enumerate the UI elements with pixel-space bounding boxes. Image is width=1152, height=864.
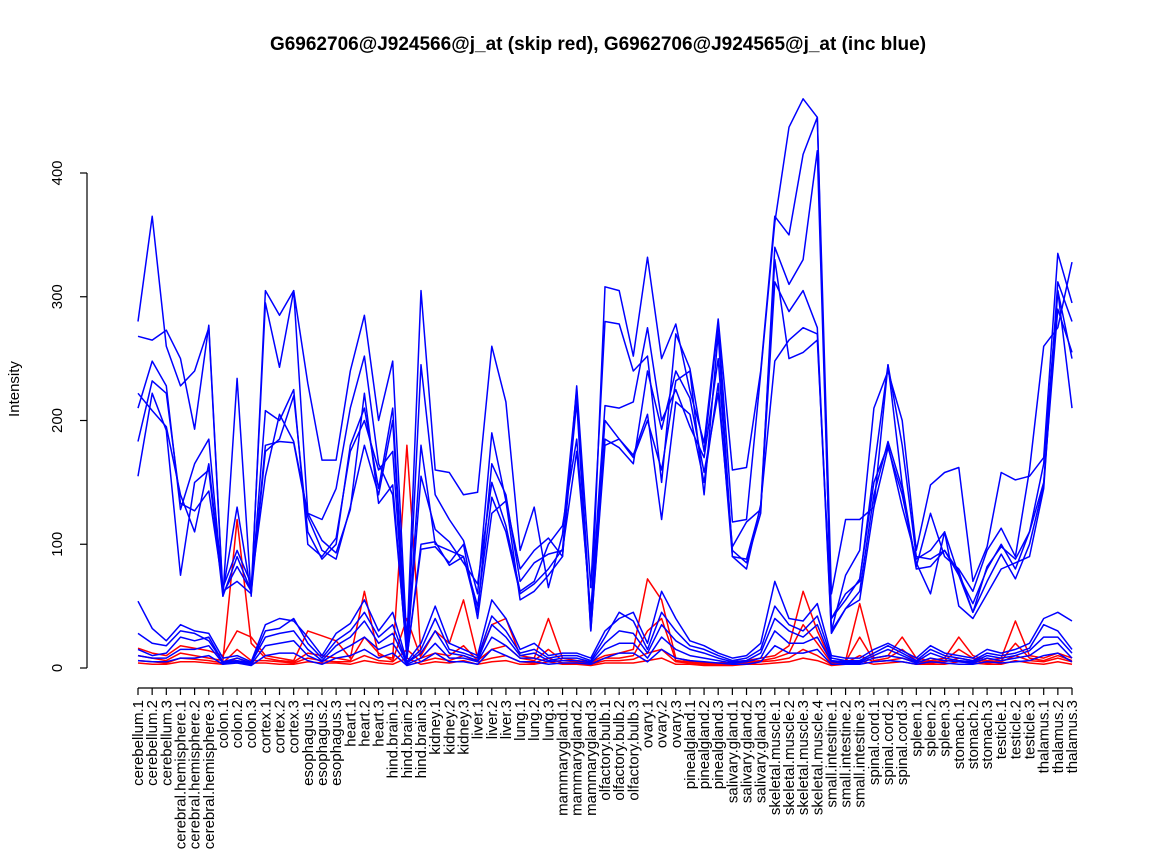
y-axis-label: Intensity <box>6 361 23 417</box>
x-tick-label: colon.1 <box>215 700 232 748</box>
series-line-14 <box>137 644 1073 667</box>
x-tick-label: cortex.1 <box>257 700 274 753</box>
x-tick-label: liver.1 <box>470 700 487 739</box>
x-tick-label: cerebral.hemisphere.2 <box>187 700 204 849</box>
x-tick-label: pinealgland.2 <box>696 700 713 789</box>
x-tick-label: liver.3 <box>498 700 515 739</box>
x-tick-label: ovary.1 <box>639 700 656 748</box>
series-line-12 <box>137 617 1073 664</box>
x-tick-label: stomach.3 <box>979 700 996 769</box>
series-line-10 <box>137 580 1073 663</box>
x-tick-label: kidney.2 <box>441 700 458 755</box>
x-tick-label: cortex.3 <box>286 700 303 753</box>
x-tick-label: salivary.gland.1 <box>724 700 741 803</box>
y-tick-label: 400 <box>49 160 66 185</box>
x-tick-label: cerebellum.3 <box>158 700 175 786</box>
x-tick-label: lung.2 <box>526 700 543 741</box>
x-tick-label: cerebral.hemisphere.3 <box>201 700 218 849</box>
x-tick-label: kidney.1 <box>427 700 444 755</box>
x-tick-label: hind.brain.1 <box>385 700 402 778</box>
x-tick-label: heart.3 <box>371 700 388 747</box>
x-tick-label: salivary.gland.3 <box>753 700 770 803</box>
x-tick-label: cerebellum.2 <box>144 700 161 786</box>
x-tick-label: thalamus.3 <box>1064 700 1081 773</box>
x-tick-label: skeletal.muscle.3 <box>795 700 812 815</box>
x-tick-label: stomach.2 <box>965 700 982 769</box>
x-tick-label: cortex.2 <box>272 700 289 753</box>
x-tick-label: thalamus.1 <box>1036 700 1053 773</box>
x-tick-label: esophagus.2 <box>314 700 331 786</box>
x-tick-label: liver.2 <box>484 700 501 739</box>
x-tick-label: testicle.2 <box>1007 700 1024 759</box>
x-tick-label: skeletal.muscle.4 <box>809 700 826 815</box>
y-axis: 0 100 200 300 400 <box>49 160 88 672</box>
x-tick-label: spleen.1 <box>908 700 925 757</box>
x-tick-label: spleen.2 <box>922 700 939 757</box>
x-tick-label: lung.3 <box>540 700 557 741</box>
x-tick-label: thalamus.2 <box>1050 700 1067 773</box>
x-tick-label: mammarygland.3 <box>583 700 600 816</box>
x-tick-label: mammarygland.1 <box>555 700 572 816</box>
x-tick-label: small.intestine.1 <box>823 700 840 808</box>
x-tick-label: spinal.cord.3 <box>894 700 911 785</box>
y-tick-label: 200 <box>49 408 66 433</box>
series-line-13 <box>137 630 1073 666</box>
y-tick-label: 0 <box>49 664 66 672</box>
series-line-5 <box>137 98 1073 654</box>
x-tick-label: small.intestine.2 <box>838 700 855 808</box>
x-tick-label: colon.2 <box>229 700 246 748</box>
y-tick-label: 100 <box>49 532 66 557</box>
x-tick-label: hind.brain.3 <box>413 700 430 778</box>
x-tick-label: pinealgland.1 <box>682 700 699 789</box>
x-tick-label: spinal.cord.2 <box>880 700 897 785</box>
x-tick-label: testicle.1 <box>993 700 1010 759</box>
x-tick-label: hind.brain.2 <box>399 700 416 778</box>
x-tick-label: spleen.3 <box>937 700 954 757</box>
x-tick-label: kidney.3 <box>455 700 472 755</box>
x-tick-label: olfactory.bulb.1 <box>597 700 614 801</box>
x-tick-label: stomach.1 <box>951 700 968 769</box>
x-tick-label: cerebral.hemisphere.1 <box>172 700 189 849</box>
x-tick-label: olfactory.bulb.3 <box>625 700 642 801</box>
x-tick-label: spinal.cord.1 <box>866 700 883 785</box>
y-tick-label: 300 <box>49 284 66 309</box>
x-tick-label: cerebellum.1 <box>130 700 147 786</box>
series-line-7 <box>137 281 1073 659</box>
x-tick-label: ovary.2 <box>654 700 671 748</box>
series-line-8 <box>137 289 1073 659</box>
x-tick-label: skeletal.muscle.1 <box>767 700 784 815</box>
x-axis: cerebellum.1cerebellum.2cerebellum.3cere… <box>130 687 1081 849</box>
series-line-11 <box>137 605 1073 664</box>
x-tick-label: olfactory.bulb.2 <box>611 700 628 801</box>
x-tick-label: mammarygland.2 <box>569 700 586 816</box>
x-tick-label: heart.2 <box>356 700 373 747</box>
x-tick-label: skeletal.muscle.2 <box>781 700 798 815</box>
x-tick-label: esophagus.1 <box>300 700 317 786</box>
series-line-6 <box>137 149 1073 657</box>
x-tick-label: pinealgland.3 <box>710 700 727 789</box>
chart-title: G6962706@J924566@j_at (skip red), G69627… <box>270 34 926 55</box>
series-line-9 <box>137 258 1073 657</box>
x-tick-label: colon.3 <box>243 700 260 748</box>
series-lines <box>137 98 1073 667</box>
x-tick-label: esophagus.3 <box>328 700 345 786</box>
x-tick-label: salivary.gland.2 <box>739 700 756 803</box>
x-tick-label: ovary.3 <box>668 700 685 748</box>
x-tick-label: lung.1 <box>512 700 529 741</box>
x-tick-label: small.intestine.3 <box>852 700 869 808</box>
x-tick-label: testicle.3 <box>1022 700 1039 759</box>
x-tick-label: heart.1 <box>342 700 359 747</box>
